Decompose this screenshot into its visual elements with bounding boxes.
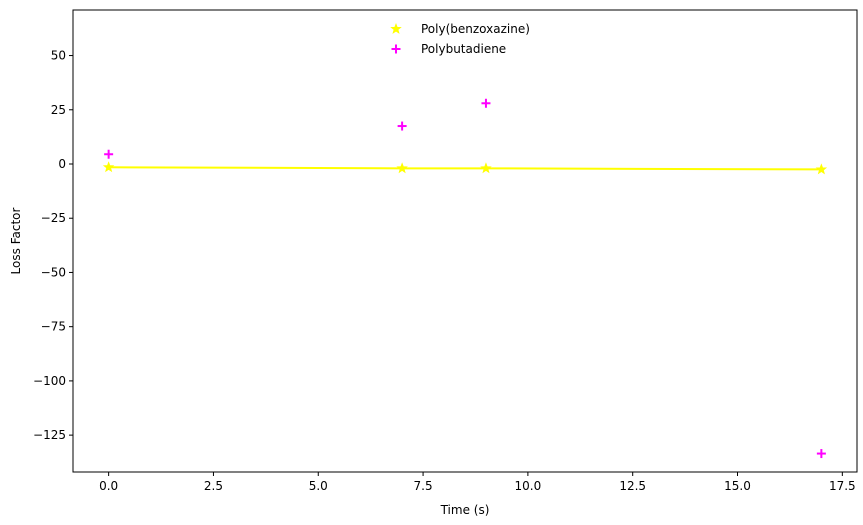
y-axis-ticks: 50 25 0 −25 −50 −75 −100 −125 <box>33 49 73 442</box>
x-axis-label: Time (s) <box>440 503 490 517</box>
x-tick-label: 2.5 <box>204 479 223 493</box>
data-point <box>104 149 114 159</box>
x-tick-label: 10.0 <box>515 479 542 493</box>
series-0 <box>102 161 828 175</box>
x-axis-ticks: 0.0 2.5 5.0 7.5 10.0 12.5 15.0 17.5 <box>99 472 856 493</box>
y-tick-label: 0 <box>58 157 66 171</box>
y-tick-label: −75 <box>41 320 66 334</box>
x-tick-label: 17.5 <box>829 479 856 493</box>
plot-border <box>72 9 858 473</box>
data-point <box>102 161 115 173</box>
axes-frame <box>72 9 858 473</box>
y-tick-label: 25 <box>51 103 66 117</box>
y-tick-label: −100 <box>33 374 66 388</box>
legend-label: Poly(benzoxazine) <box>421 22 530 36</box>
x-tick-label: 12.5 <box>619 479 646 493</box>
y-tick-label: −50 <box>41 265 66 279</box>
data-point <box>481 98 491 108</box>
legend-marker <box>391 44 401 54</box>
series-layer <box>102 98 828 459</box>
y-axis-label: Loss Factor <box>9 208 23 275</box>
series-line <box>108 166 822 171</box>
data-point <box>397 121 407 131</box>
legend: Poly(benzoxazine) Polybutadiene <box>390 22 530 56</box>
y-tick-label: −125 <box>33 428 66 442</box>
y-tick-label: 50 <box>51 49 66 63</box>
x-tick-label: 7.5 <box>414 479 433 493</box>
legend-marker <box>390 22 402 34</box>
x-tick-label: 0.0 <box>99 479 118 493</box>
x-tick-label: 5.0 <box>309 479 328 493</box>
data-point <box>815 163 828 175</box>
y-tick-label: −25 <box>41 211 66 225</box>
data-point <box>396 162 408 174</box>
data-point <box>816 449 826 459</box>
x-tick-label: 15.0 <box>724 479 751 493</box>
legend-label: Polybutadiene <box>421 42 506 56</box>
series-1 <box>104 98 826 459</box>
data-point <box>480 162 492 174</box>
